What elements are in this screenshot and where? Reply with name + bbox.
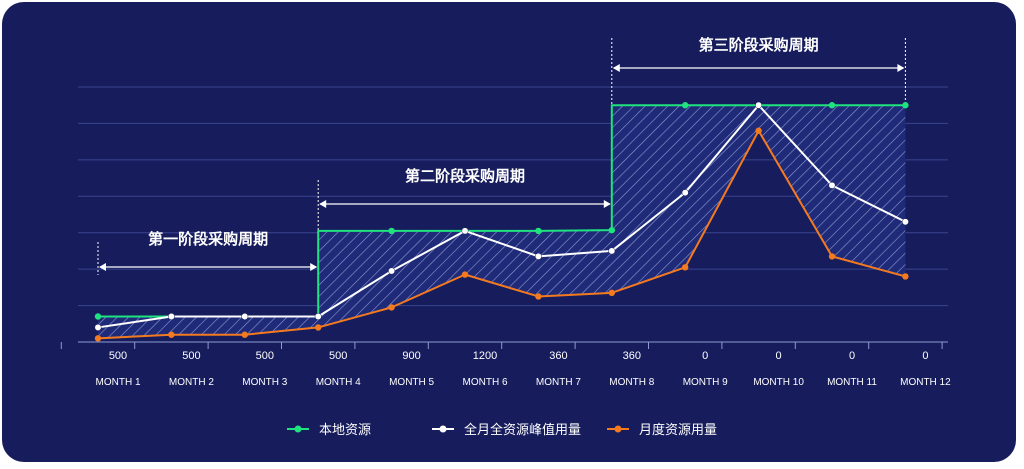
data-point [608, 289, 615, 297]
tick-value-label: 1200 [473, 350, 497, 362]
data-point [241, 313, 249, 320]
tick-value-label: 0 [702, 350, 708, 362]
data-point [828, 253, 836, 260]
legend-marker [294, 425, 302, 433]
legend-item: 本地资源 [287, 423, 371, 438]
legend-marker [614, 425, 622, 433]
data-point [461, 227, 469, 235]
tick-value-label: 500 [182, 350, 200, 362]
month-label: MONTH 8 [609, 377, 654, 388]
phase-group: 第三阶段采购周期 [611, 36, 906, 231]
legend-label: 本地资源 [319, 423, 371, 438]
data-point [94, 313, 102, 320]
month-label: MONTH 5 [389, 377, 434, 388]
data-point [314, 313, 322, 320]
data-point [534, 252, 542, 260]
tick-value-label: 360 [549, 350, 567, 362]
data-point [681, 189, 689, 197]
legend-label: 全月全资源峰值用量 [464, 422, 581, 438]
data-point [608, 226, 615, 234]
phase-arrow-right-icon [603, 200, 611, 208]
data-point [901, 218, 909, 226]
phase-arrow-right-icon [310, 263, 318, 271]
phase-label: 第二阶段采购周期 [405, 167, 525, 185]
tick-value-label: 500 [109, 350, 127, 362]
data-point [168, 331, 175, 338]
tick-value-label: 500 [329, 350, 347, 362]
series-line [97, 104, 906, 329]
tick-value-label: 500 [256, 350, 274, 362]
phase-arrow-left-icon [319, 200, 327, 208]
month-label: MONTH 10 [753, 377, 804, 388]
data-point [241, 331, 248, 338]
data-point [388, 227, 395, 235]
phase-group: 第一阶段采购周期 [97, 230, 319, 317]
month-label: MONTH 1 [96, 377, 141, 388]
month-label: MONTH 2 [169, 377, 214, 388]
data-point [608, 247, 616, 255]
phase-label: 第三阶段采购周期 [699, 36, 819, 54]
chart-card: 第一阶段采购周期 第二阶段采购周期 第三阶段采购周期 500 MONTH 1 500 MO… [2, 2, 1016, 462]
data-point [755, 127, 762, 134]
data-point [535, 293, 542, 300]
month-label: MONTH 7 [536, 377, 581, 388]
month-label: MONTH 6 [463, 377, 508, 388]
data-point [461, 271, 469, 278]
data-point [682, 264, 689, 271]
month-label: MONTH 12 [900, 377, 951, 388]
legend-item: 月度资源用量 [607, 422, 717, 438]
phase-arrow-left-icon [612, 64, 620, 72]
data-point [755, 101, 763, 109]
data-point [388, 304, 395, 311]
legend-marker [439, 425, 447, 433]
data-point [828, 102, 836, 109]
series-line [97, 129, 906, 340]
month-label: MONTH 3 [242, 377, 287, 388]
phase-arrow-right-icon [897, 64, 905, 72]
data-point [315, 324, 322, 331]
data-point [828, 181, 836, 189]
data-point [682, 102, 689, 109]
tick-value-label: 0 [776, 350, 782, 362]
tick-value-label: 900 [402, 350, 420, 362]
month-label: MONTH 9 [683, 377, 728, 388]
tick-value-label: 360 [623, 350, 641, 362]
data-point [94, 323, 102, 331]
legend-item: 全月全资源峰值用量 [432, 422, 581, 438]
data-point [535, 227, 542, 235]
phase-arrow-left-icon [99, 263, 106, 271]
data-point [902, 273, 909, 280]
chart-canvas: 第一阶段采购周期 第二阶段采购周期 第三阶段采购周期 500 MONTH 1 500 MO… [60, 36, 951, 438]
legend-label: 月度资源用量 [639, 422, 717, 438]
data-point [94, 335, 102, 342]
data-point [902, 102, 909, 109]
tick-value-label: 0 [922, 350, 928, 362]
data-point [167, 313, 175, 320]
month-label: MONTH 11 [827, 377, 877, 388]
data-point [388, 267, 396, 275]
month-label: MONTH 4 [316, 377, 361, 388]
hatched-area [98, 105, 906, 339]
phase-label: 第一阶段采购周期 [148, 230, 268, 248]
tick-value-label: 0 [849, 350, 855, 362]
